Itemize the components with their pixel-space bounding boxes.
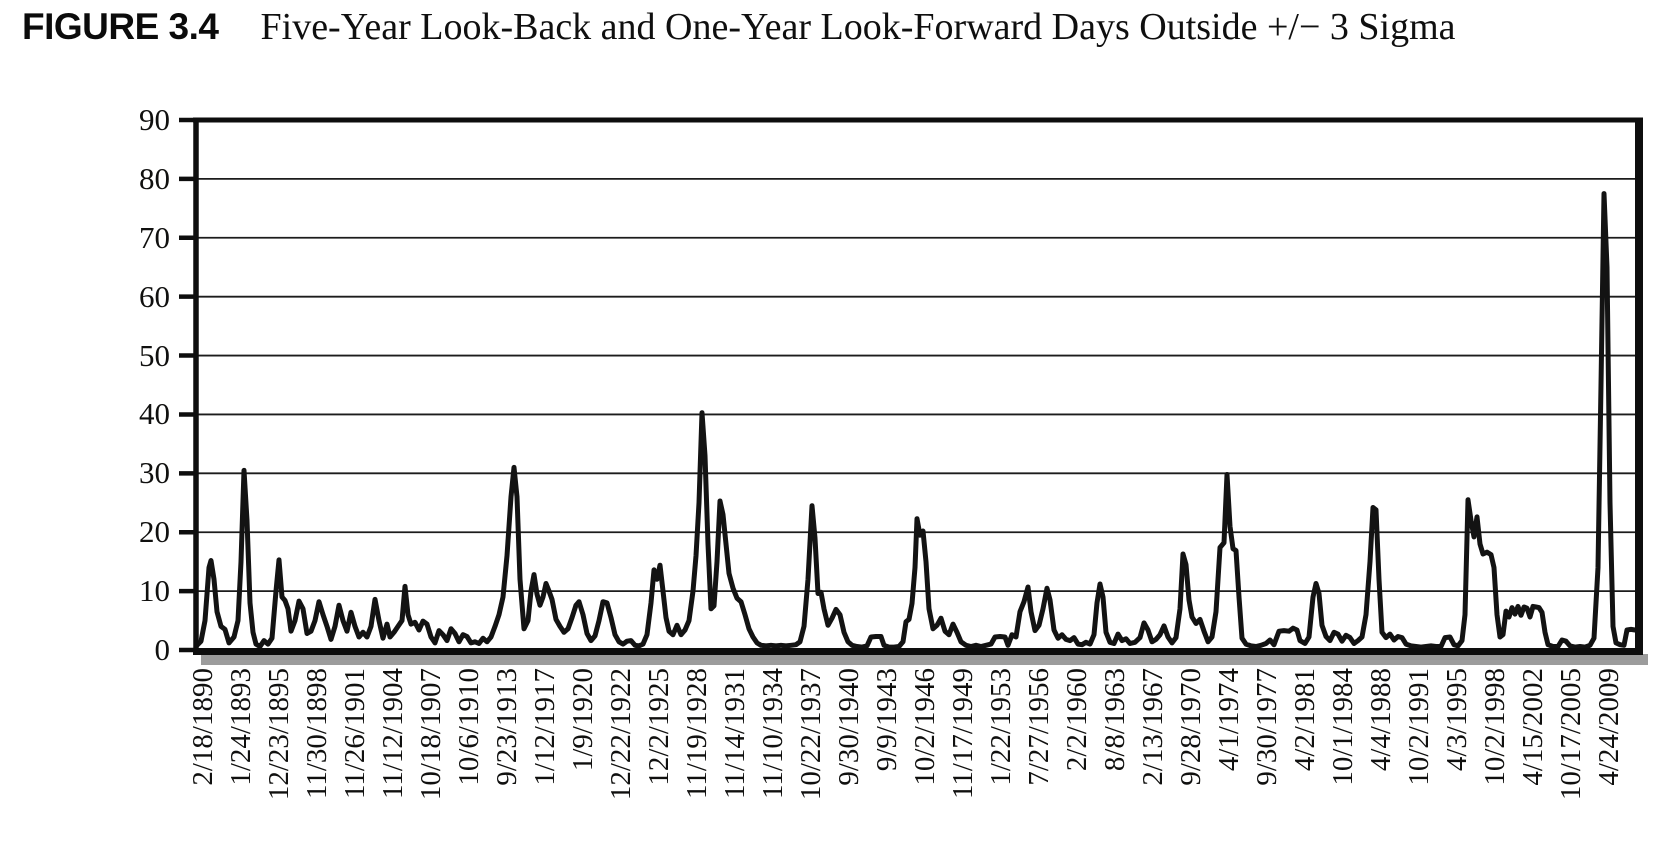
y-tick-label: 0 xyxy=(154,632,171,667)
figure-header: FIGURE 3.4 Five-Year Look-Back and One-Y… xyxy=(22,5,1456,49)
y-tick-label: 80 xyxy=(139,160,170,196)
y-tick-label: 60 xyxy=(139,278,170,314)
y-tick-label: 90 xyxy=(139,102,170,137)
y-tick-label: 50 xyxy=(139,337,170,373)
y-tick-label: 20 xyxy=(139,514,170,550)
series-line xyxy=(194,191,1642,650)
y-tick-label: 70 xyxy=(139,219,170,255)
axis-shadow xyxy=(201,654,1648,665)
y-tick-label: 30 xyxy=(139,455,170,491)
y-tick-label: 10 xyxy=(139,573,170,609)
y-tick-label: 40 xyxy=(139,396,170,432)
figure-title: Five-Year Look-Back and One-Year Look-Fo… xyxy=(260,6,1456,48)
figure-label: FIGURE 3.4 xyxy=(22,6,219,47)
